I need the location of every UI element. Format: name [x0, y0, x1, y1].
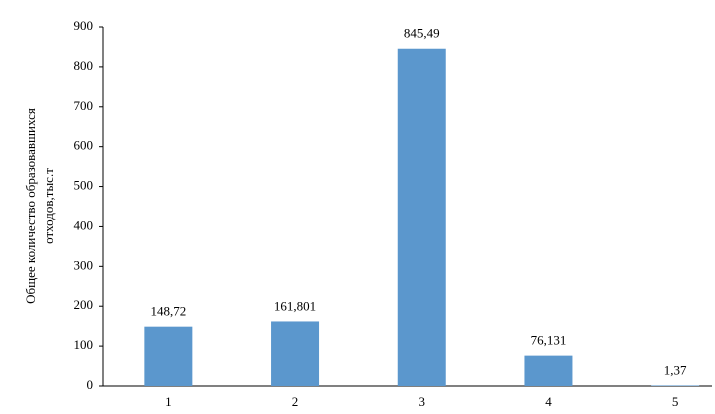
value-label: 76,131	[531, 333, 567, 348]
y-tick-label: 800	[74, 58, 94, 73]
bar	[524, 355, 573, 386]
x-tick-label: 2	[292, 394, 299, 409]
y-tick-label: 400	[74, 217, 94, 232]
y-tick-label: 700	[74, 98, 94, 113]
x-tick-label: 3	[419, 394, 426, 409]
value-label: 1,37	[664, 362, 687, 377]
x-tick-label: 1	[165, 394, 172, 409]
y-tick-label: 100	[74, 337, 94, 352]
y-tick-label: 300	[74, 257, 94, 272]
value-label: 148,72	[150, 304, 186, 319]
bar	[271, 321, 320, 386]
value-label: 161,801	[274, 298, 316, 313]
y-tick-label: 0	[87, 377, 94, 392]
bar	[144, 326, 193, 386]
y-tick-label: 600	[74, 138, 94, 153]
y-axis-label: Общее количество образовавшихся	[23, 108, 38, 304]
y-tick-label: 900	[74, 18, 94, 33]
y-axis-label: отходов,тыс.т	[41, 168, 56, 244]
value-label: 845,49	[404, 26, 440, 41]
x-tick-label: 5	[672, 394, 679, 409]
bar	[651, 385, 700, 386]
bar	[397, 48, 446, 386]
x-tick-label: 4	[545, 394, 552, 409]
y-tick-label: 200	[74, 297, 94, 312]
y-tick-label: 500	[74, 178, 94, 193]
